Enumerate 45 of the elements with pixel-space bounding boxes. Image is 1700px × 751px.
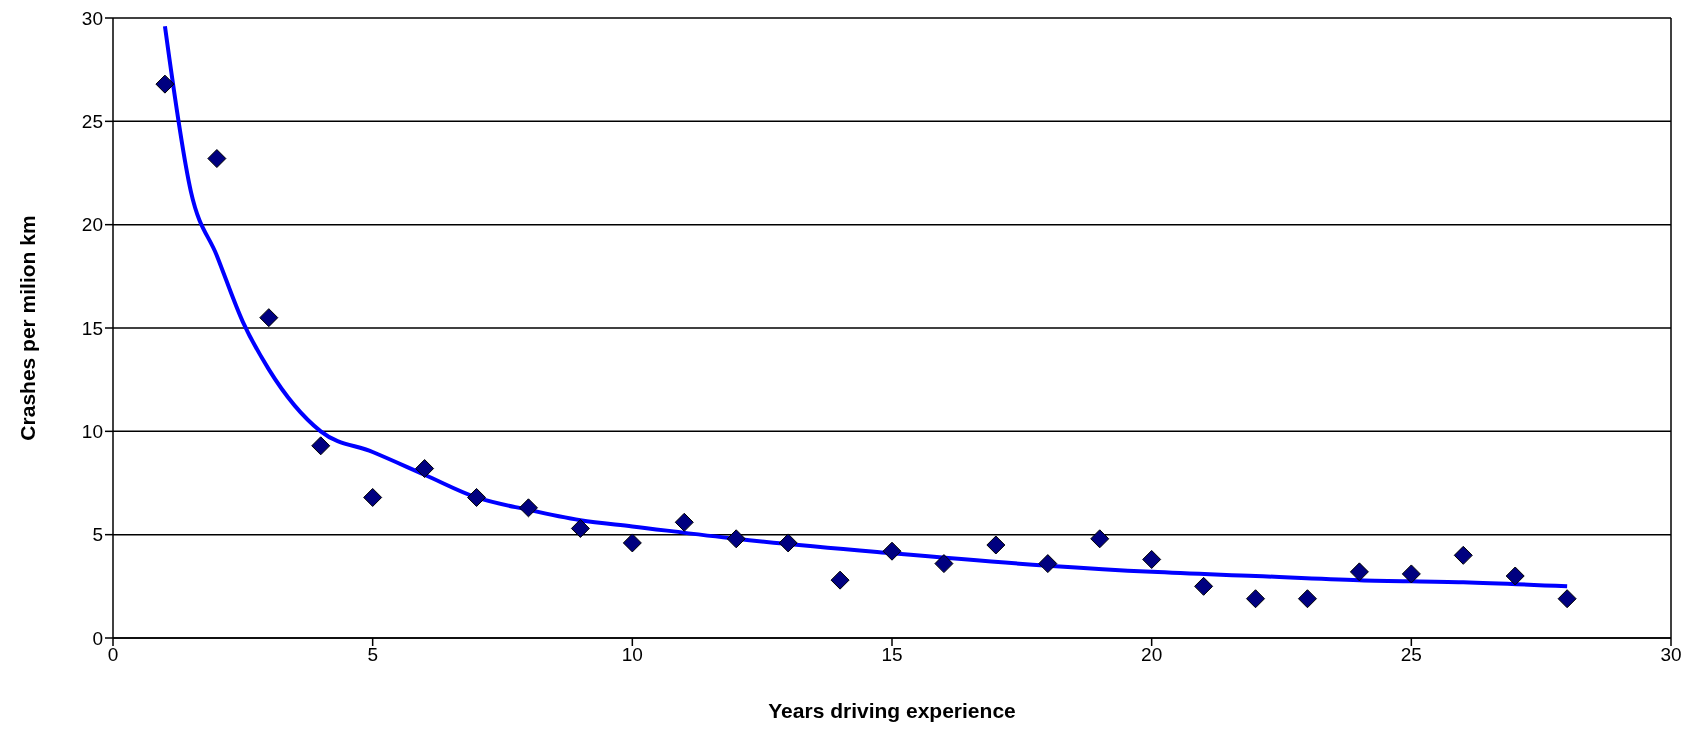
point [259, 308, 279, 328]
point [674, 512, 694, 532]
point [1246, 589, 1266, 609]
y-tick-label: 25 [81, 111, 103, 133]
point [830, 570, 850, 590]
point [986, 535, 1006, 555]
point [1142, 549, 1162, 569]
x-tick-label: 15 [881, 644, 903, 666]
point [1401, 564, 1421, 584]
x-tick-label: 10 [621, 644, 643, 666]
point [363, 487, 383, 507]
point [415, 459, 435, 479]
y-tick-label: 30 [81, 7, 103, 29]
point [1505, 566, 1525, 586]
point [1038, 554, 1058, 574]
x-tick-label: 25 [1400, 644, 1422, 666]
y-tick-label: 10 [81, 421, 103, 443]
point [1090, 529, 1110, 549]
point [1297, 589, 1317, 609]
point [518, 498, 538, 518]
y-tick-label: 5 [92, 524, 103, 546]
point [1453, 545, 1473, 565]
x-axis-title: Years driving experience [768, 699, 1016, 722]
point [726, 529, 746, 549]
x-tick-label: 0 [107, 644, 119, 666]
point [778, 533, 798, 553]
point [311, 436, 331, 456]
y-axis-title: Crashes per milion km [16, 215, 40, 441]
point [1557, 589, 1577, 609]
point [1349, 562, 1369, 582]
point [882, 541, 902, 561]
y-tick-label: 20 [81, 214, 103, 236]
point [155, 74, 175, 94]
point [570, 518, 590, 538]
line-series [162, 24, 1570, 589]
point [1194, 576, 1214, 596]
point [467, 487, 487, 507]
point [622, 533, 642, 553]
x-tick-label: 30 [1660, 644, 1682, 666]
point [207, 149, 227, 169]
point [934, 554, 954, 574]
x-tick-label: 5 [367, 644, 378, 666]
y-tick-label: 15 [81, 317, 103, 339]
x-tick-label: 20 [1141, 644, 1163, 666]
y-tick-label: 0 [92, 627, 103, 649]
